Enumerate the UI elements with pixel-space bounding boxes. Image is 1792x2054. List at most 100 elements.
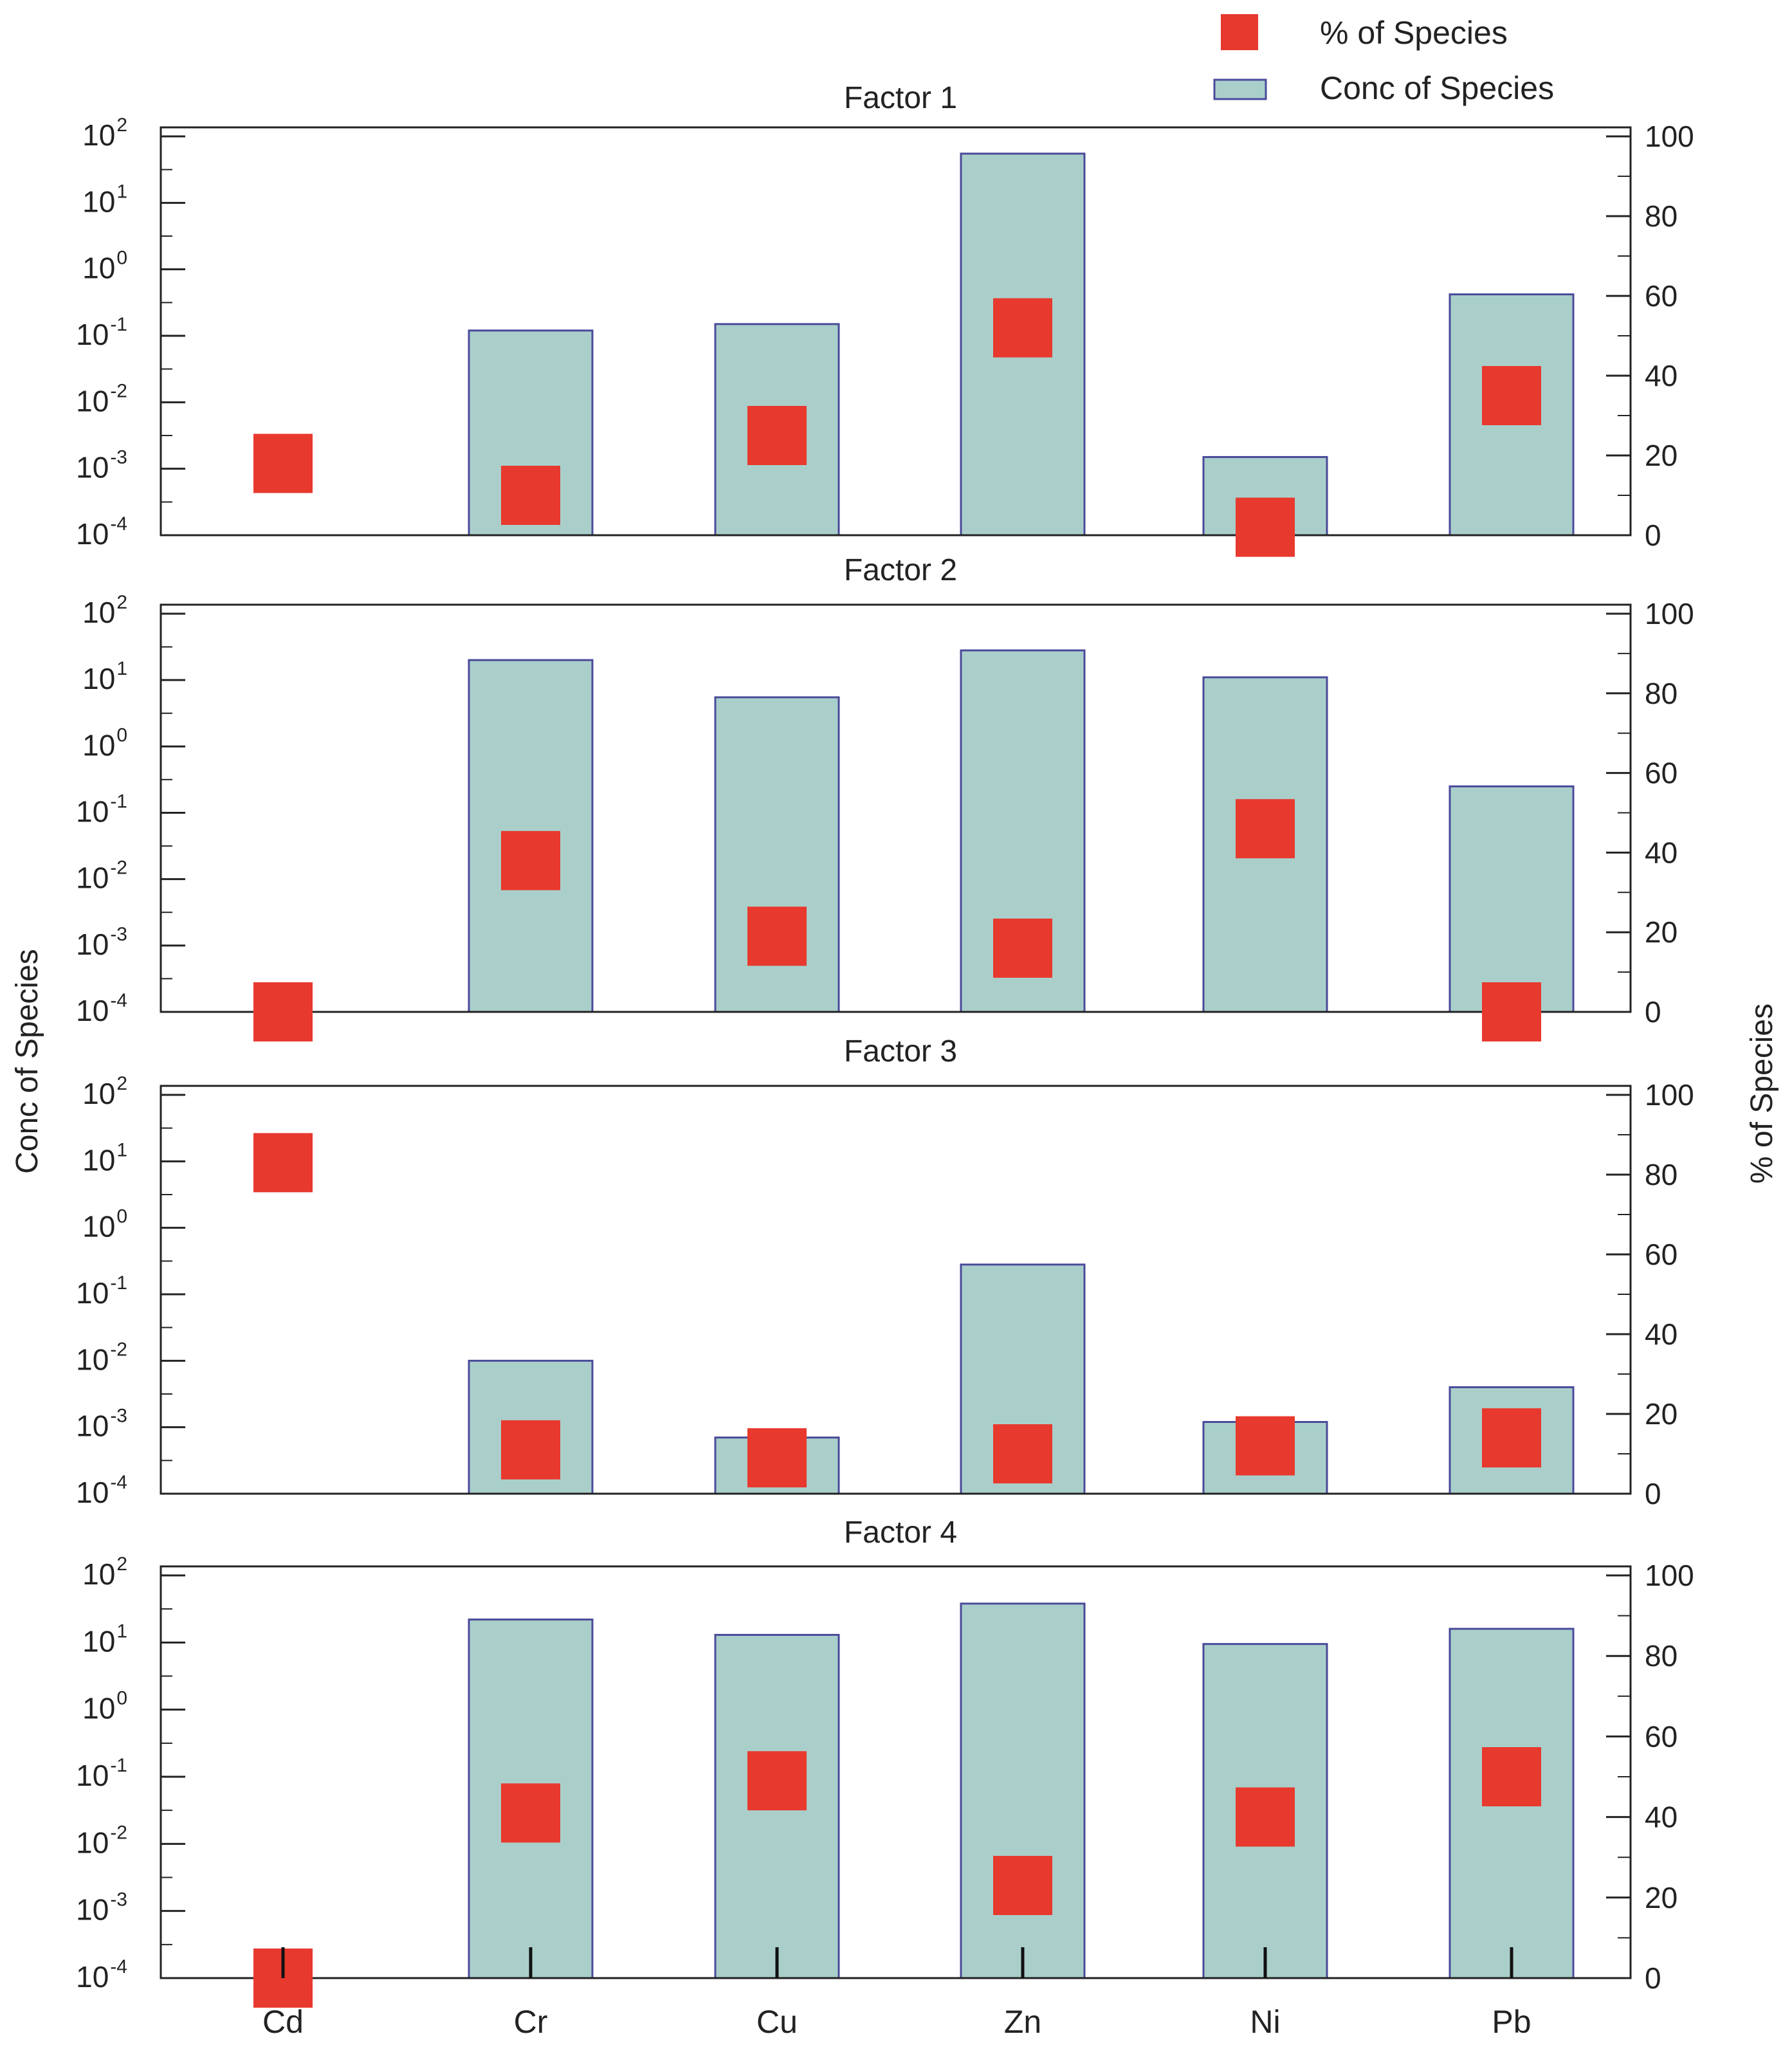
panel-factor-1: Factor 1 102 101 100 10-1 10-2 10-3 10-4 0 20 40 60…	[76, 81, 1694, 557]
left-tick-label: 10-1	[76, 1755, 127, 1792]
left-tick-label: 10-3	[76, 447, 127, 484]
percent-marker-ni	[1236, 1787, 1295, 1847]
plot-frame	[160, 126, 1632, 536]
right-tick-label: 60	[1645, 279, 1678, 313]
percent-marker-pb	[1482, 1747, 1541, 1806]
right-tick-label: 40	[1645, 836, 1678, 869]
right-tick-label: 100	[1645, 120, 1694, 153]
conc-bar-pb	[1449, 785, 1575, 1013]
percent-marker-cr	[501, 830, 560, 890]
left-tick-label: 10-1	[76, 791, 127, 829]
right-tick-label: 40	[1645, 1317, 1678, 1351]
left-tick-label: 100	[82, 1206, 127, 1243]
percent-marker-ni	[1236, 1416, 1295, 1476]
legend-swatch-conc	[1213, 78, 1267, 100]
left-tick-label: 100	[82, 248, 127, 285]
panel-factor-2: Factor 2 102 101 100 10-1 10-2 10-3 10-4 0 20 40 60…	[76, 553, 1694, 1041]
right-tick-label: 0	[1645, 518, 1661, 552]
right-tick-label: 100	[1645, 597, 1694, 630]
panel-factor-3: Factor 3 102 101 100 10-1 10-2 10-3 10-4 0 20 40 60…	[76, 1034, 1694, 1510]
right-tick-label: 20	[1645, 439, 1678, 472]
percent-marker-cu	[747, 406, 807, 465]
percent-marker-cr	[501, 466, 560, 525]
percent-marker-cu	[747, 906, 807, 966]
panel-title: Factor 4	[844, 1516, 957, 1550]
legend-marker-percent	[1221, 14, 1258, 50]
right-tick-label: 20	[1645, 1881, 1678, 1914]
right-tick-label: 20	[1645, 915, 1678, 949]
percent-marker-zn	[993, 298, 1052, 358]
percent-marker-cu	[747, 1428, 807, 1488]
percent-marker-zn	[993, 1856, 1052, 1916]
category-label-cd: Cd	[262, 2004, 304, 2040]
right-tick-label: 80	[1645, 677, 1678, 710]
chart-panels: Factor 1 102 101 100 10-1 10-2 10-3 10-4 0 20 40 60…	[76, 81, 1694, 2008]
right-tick-label: 80	[1645, 199, 1678, 233]
left-tick-label: 102	[82, 1073, 127, 1110]
percent-marker-cu	[747, 1751, 807, 1811]
percent-marker-pb	[1482, 1408, 1541, 1468]
left-tick-label: 10-3	[76, 1889, 127, 1927]
percent-marker-zn	[993, 918, 1052, 978]
panel-title: Factor 2	[844, 553, 957, 587]
left-tick-label: 102	[82, 592, 127, 629]
category-axis: Cd Cr Cu Zn Ni Pb	[262, 2004, 1531, 2040]
left-tick-label: 102	[82, 115, 127, 152]
left-tick-label: 10-1	[76, 1272, 127, 1310]
percent-marker-cd	[253, 1133, 313, 1193]
left-tick-label: 10-2	[76, 1339, 127, 1376]
left-tick-label: 10-4	[76, 990, 127, 1027]
left-tick-label: 101	[82, 1620, 127, 1658]
left-tick-label: 10-4	[76, 1472, 127, 1509]
right-tick-label: 20	[1645, 1397, 1678, 1431]
right-axis-title: % of Species	[1745, 1004, 1779, 1184]
percent-marker-pb	[1482, 982, 1541, 1041]
panel-title: Factor 3	[844, 1034, 957, 1068]
legend-label-percent: % of Species	[1320, 15, 1508, 51]
panel-title: Factor 1	[844, 81, 957, 115]
right-tick-label: 0	[1645, 995, 1661, 1029]
plot-frame	[160, 603, 1632, 1013]
right-tick-label: 0	[1645, 1961, 1661, 1995]
left-tick-label: 10-2	[76, 380, 127, 417]
percent-marker-ni	[1236, 799, 1295, 859]
left-tick-label: 100	[82, 724, 127, 762]
percent-marker-cr	[501, 1783, 560, 1843]
legend: % of Species Conc of Species	[1213, 14, 1554, 106]
conc-bar-zn	[960, 1602, 1086, 1979]
category-label-cr: Cr	[514, 2004, 548, 2040]
right-tick-label: 80	[1645, 1639, 1678, 1673]
right-tick-label: 100	[1645, 1078, 1694, 1112]
category-label-pb: Pb	[1492, 2004, 1531, 2040]
category-label-ni: Ni	[1250, 2004, 1280, 2040]
plot-frame	[160, 1565, 1632, 1979]
right-tick-label: 40	[1645, 359, 1678, 392]
legend-label-conc: Conc of Species	[1320, 70, 1554, 106]
left-tick-label: 10-1	[76, 314, 127, 351]
category-label-zn: Zn	[1004, 2004, 1041, 2040]
left-tick-label: 101	[82, 1139, 127, 1177]
left-tick-label: 101	[82, 181, 127, 218]
plot-frame	[160, 1085, 1632, 1495]
percent-marker-cd	[253, 982, 313, 1041]
right-tick-label: 60	[1645, 1719, 1678, 1753]
left-tick-label: 10-4	[76, 513, 127, 551]
panel-factor-4: Factor 4 102 101 100 10-1 10-2 10-3 10-4 0 20 40 60…	[76, 1516, 1694, 2008]
right-tick-label: 60	[1645, 756, 1678, 790]
right-tick-label: 0	[1645, 1477, 1661, 1510]
percent-marker-cd	[253, 434, 313, 493]
left-tick-label: 102	[82, 1554, 127, 1591]
percent-marker-zn	[993, 1424, 1052, 1483]
left-axis-title: Conc of Species	[10, 949, 44, 1174]
right-tick-label: 80	[1645, 1158, 1678, 1191]
left-tick-label: 10-2	[76, 1822, 127, 1859]
category-label-cu: Cu	[756, 2004, 798, 2040]
percent-marker-ni	[1236, 497, 1295, 557]
left-tick-label: 10-3	[76, 924, 127, 961]
right-tick-label: 40	[1645, 1801, 1678, 1834]
percent-marker-cr	[501, 1420, 560, 1480]
left-tick-label: 10-4	[76, 1956, 127, 1994]
left-tick-label: 10-3	[76, 1406, 127, 1443]
right-tick-label: 100	[1645, 1559, 1694, 1592]
